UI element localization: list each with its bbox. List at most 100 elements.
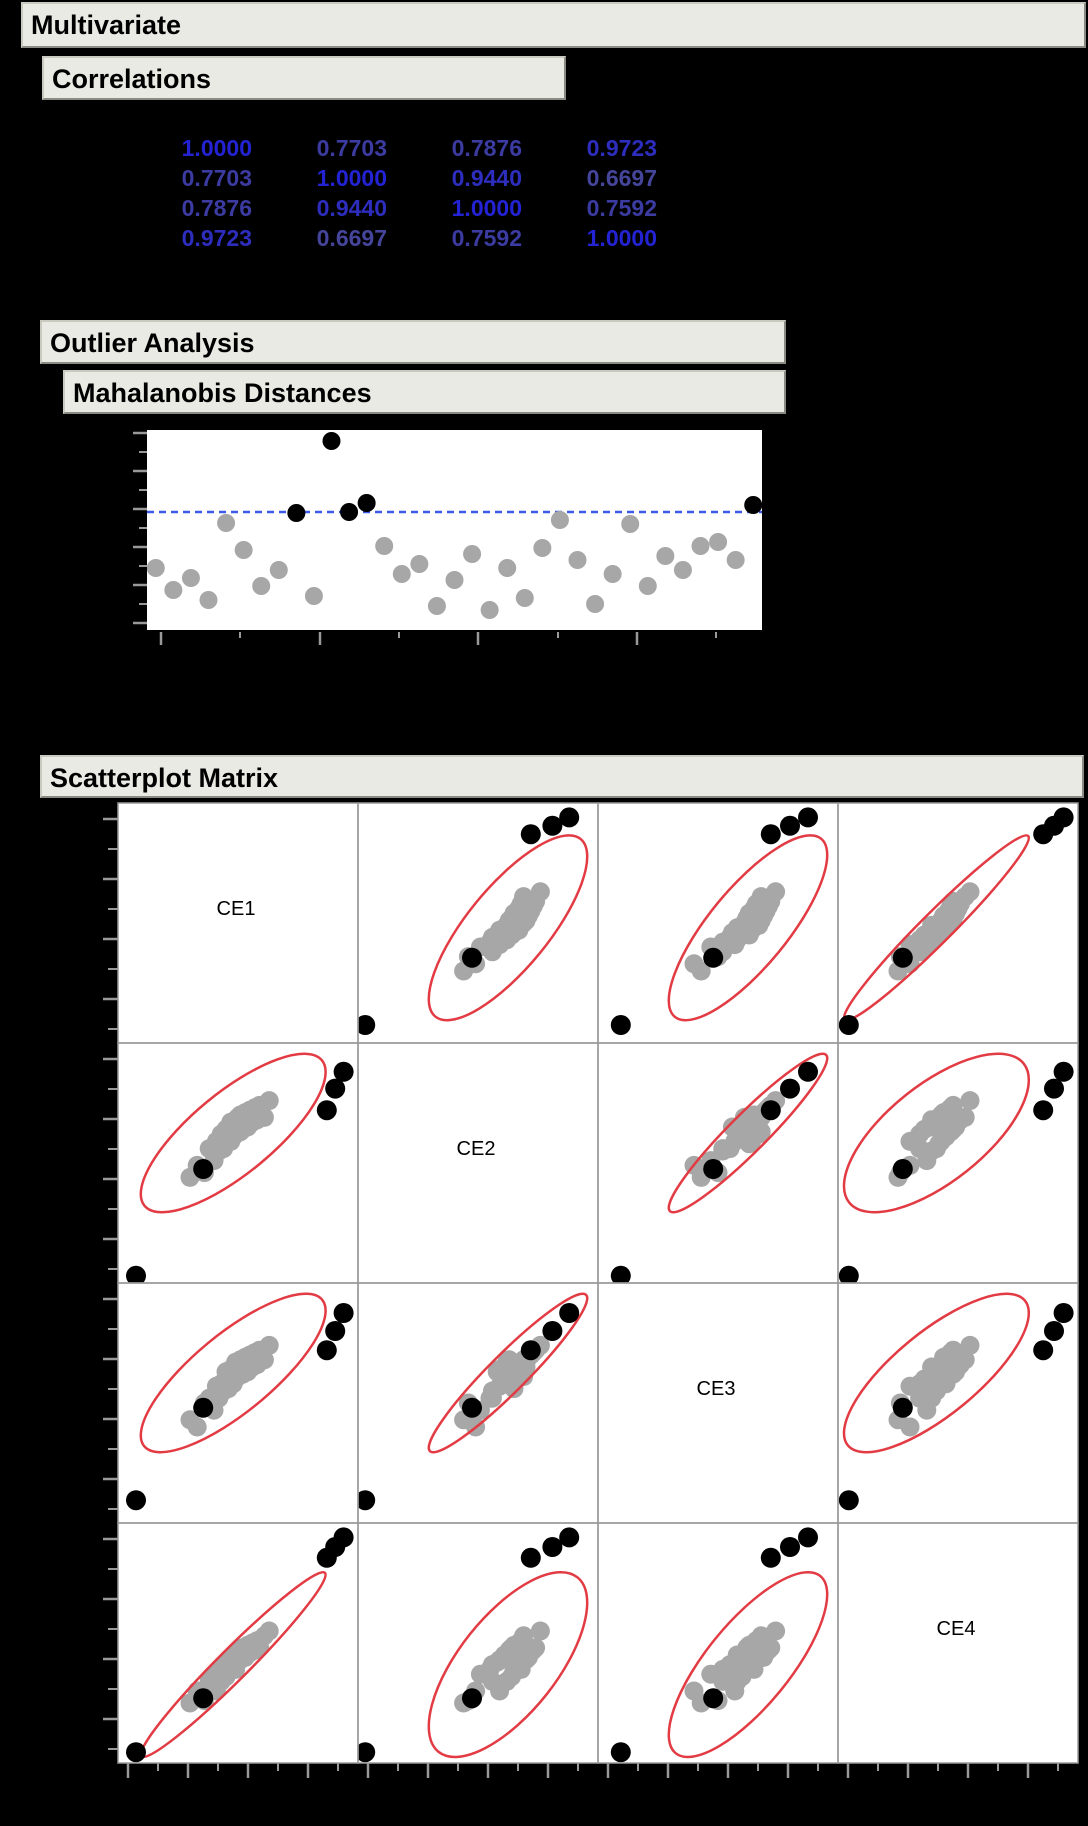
outlier-point[interactable]	[462, 1688, 482, 1709]
data-point[interactable]	[960, 882, 980, 902]
data-point[interactable]	[480, 601, 499, 619]
outlier-point[interactable]	[333, 1061, 354, 1082]
outlier-point[interactable]	[1053, 807, 1074, 828]
outlier-point[interactable]	[760, 1547, 781, 1568]
data-point[interactable]	[392, 565, 411, 583]
data-point[interactable]	[960, 1091, 980, 1111]
outlier-point[interactable]	[340, 503, 359, 521]
outlier-point[interactable]	[798, 1061, 818, 1082]
data-point[interactable]	[181, 569, 200, 587]
outlier-point[interactable]	[355, 1015, 376, 1035]
correlations-header-bar[interactable]: Correlations	[42, 56, 566, 100]
outlier-point[interactable]	[610, 1015, 631, 1035]
outlier-point[interactable]	[559, 807, 580, 828]
scatter-cell-CE3-vs-CE2[interactable]	[355, 1282, 599, 1511]
outlier-point[interactable]	[316, 1100, 337, 1121]
data-point[interactable]	[269, 561, 288, 579]
data-point[interactable]	[955, 1350, 975, 1370]
outlier-point[interactable]	[1033, 1100, 1054, 1121]
scatterplot-matrix-plot[interactable]: CE1 CE2 CE3 CE4	[95, 795, 1088, 1800]
scatter-cell-CE1-vs-CE4[interactable]	[834, 807, 1074, 1035]
outlier-point[interactable]	[892, 1159, 913, 1179]
outlier-point[interactable]	[703, 1159, 724, 1179]
outlier-point[interactable]	[1053, 1303, 1074, 1323]
data-point[interactable]	[751, 1626, 771, 1646]
scatter-cell-CE2-vs-CE3[interactable]	[610, 1042, 840, 1286]
data-point[interactable]	[427, 597, 446, 615]
outlier-point[interactable]	[462, 947, 482, 968]
data-point[interactable]	[259, 1621, 279, 1641]
outlier-point[interactable]	[1044, 1321, 1064, 1341]
data-point[interactable]	[254, 1350, 274, 1370]
data-point[interactable]	[586, 595, 605, 613]
scatter-cell-CE4-vs-CE2[interactable]	[355, 1527, 615, 1782]
data-point[interactable]	[514, 1626, 534, 1646]
data-point[interactable]	[656, 547, 675, 565]
data-point[interactable]	[375, 537, 394, 555]
outlier-point[interactable]	[838, 1015, 859, 1035]
outlier-point[interactable]	[1053, 1061, 1074, 1082]
outlier-point[interactable]	[462, 1397, 482, 1418]
data-point[interactable]	[463, 545, 482, 563]
scatter-cell-CE4-vs-CE1[interactable]	[126, 1527, 354, 1767]
outlier-point[interactable]	[542, 815, 563, 836]
data-point[interactable]	[199, 591, 218, 609]
data-point[interactable]	[514, 887, 534, 907]
outlier-point[interactable]	[333, 1303, 354, 1323]
outlier-point[interactable]	[1033, 1340, 1054, 1361]
outlier-point[interactable]	[838, 1265, 859, 1286]
data-point[interactable]	[217, 514, 236, 532]
data-point[interactable]	[684, 1681, 704, 1701]
outlier-point[interactable]	[703, 1688, 724, 1709]
outlier-point[interactable]	[542, 1321, 563, 1341]
mahalanobis-header-bar[interactable]: Mahalanobis Distances	[63, 370, 786, 414]
multivariate-header-bar[interactable]: Multivariate	[21, 2, 1086, 48]
outlier-point[interactable]	[760, 1100, 781, 1121]
data-point[interactable]	[568, 551, 587, 569]
data-point[interactable]	[900, 1417, 920, 1437]
data-point[interactable]	[498, 559, 517, 577]
data-point[interactable]	[603, 565, 622, 583]
outlier-point[interactable]	[760, 824, 781, 845]
data-point[interactable]	[304, 587, 323, 605]
outlier-point[interactable]	[355, 1742, 376, 1763]
outlier-point[interactable]	[126, 1742, 146, 1763]
scatter-cell-CE3-vs-CE1[interactable]	[119, 1270, 354, 1511]
data-point[interactable]	[147, 559, 165, 577]
outlier-point[interactable]	[559, 1527, 580, 1548]
data-point[interactable]	[550, 511, 569, 529]
outlier-point[interactable]	[744, 496, 762, 514]
scatterplot-matrix-header-bar[interactable]: Scatterplot Matrix	[40, 755, 1084, 798]
outlier-point[interactable]	[355, 1490, 376, 1511]
data-point[interactable]	[254, 1107, 274, 1127]
outlier-point[interactable]	[322, 432, 341, 450]
scatter-cell-CE2-vs-CE4[interactable]	[819, 1025, 1074, 1285]
data-point[interactable]	[234, 541, 253, 559]
data-point[interactable]	[638, 577, 657, 595]
data-point[interactable]	[751, 887, 771, 907]
data-point[interactable]	[673, 561, 692, 579]
data-point[interactable]	[526, 1638, 546, 1658]
outlier-point[interactable]	[892, 1397, 913, 1418]
data-point[interactable]	[164, 581, 183, 599]
data-point[interactable]	[955, 1107, 975, 1127]
outlier-point[interactable]	[780, 1078, 800, 1099]
outlier-point[interactable]	[798, 807, 818, 828]
outlier-point[interactable]	[798, 1527, 818, 1548]
outlier-point[interactable]	[357, 494, 376, 512]
outlier-analysis-header-bar[interactable]: Outlier Analysis	[40, 320, 786, 364]
outlier-point[interactable]	[193, 1159, 214, 1179]
data-point[interactable]	[259, 1091, 279, 1111]
outlier-point[interactable]	[126, 1490, 146, 1511]
data-point[interactable]	[445, 571, 464, 589]
mahalanobis-distance-plot[interactable]	[95, 420, 775, 660]
outlier-point[interactable]	[1044, 1078, 1064, 1099]
scatter-cell-CE3-vs-CE4[interactable]	[821, 1268, 1074, 1511]
data-point[interactable]	[259, 1335, 279, 1355]
data-point[interactable]	[410, 555, 429, 573]
outlier-point[interactable]	[610, 1742, 631, 1763]
outlier-point[interactable]	[325, 1078, 346, 1099]
data-point[interactable]	[960, 1335, 980, 1355]
outlier-point[interactable]	[333, 1527, 354, 1548]
data-point[interactable]	[684, 954, 704, 974]
